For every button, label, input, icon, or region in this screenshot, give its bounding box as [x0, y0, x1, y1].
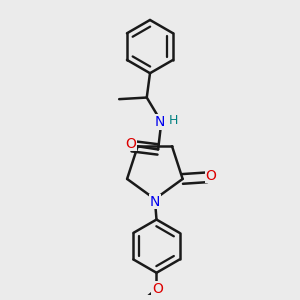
Text: H: H — [169, 114, 178, 127]
Text: O: O — [152, 282, 163, 296]
Text: O: O — [125, 136, 136, 151]
Text: N: N — [150, 195, 160, 209]
Text: N: N — [154, 115, 165, 129]
Text: O: O — [206, 169, 216, 183]
